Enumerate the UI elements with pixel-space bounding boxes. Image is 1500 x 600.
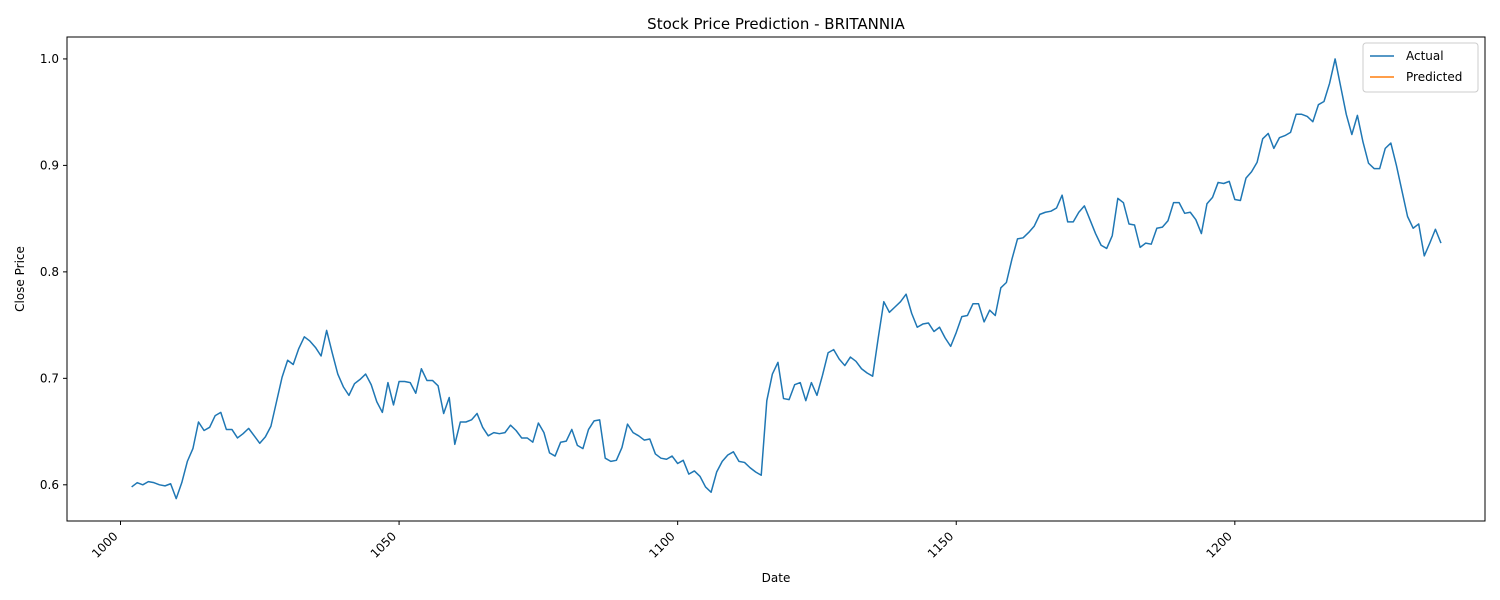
chart-title: Stock Price Prediction - BRITANNIA (647, 15, 905, 33)
legend-label-predicted: Predicted (1406, 70, 1462, 84)
plot-area-frame (66, 36, 1486, 522)
y-tick-label: 0.8 (40, 265, 59, 279)
series-layer (131, 58, 1442, 500)
series-line-actual (131, 58, 1442, 500)
y-tick-label: 0.6 (40, 478, 59, 492)
y-axis: 0.6 0.7 0.8 0.9 1.0 (40, 52, 67, 492)
x-axis-label: Date (762, 571, 791, 585)
legend: Actual Predicted (1362, 42, 1479, 93)
y-tick-label: 1.0 (40, 52, 59, 66)
y-tick-label: 0.7 (40, 371, 59, 385)
y-axis-label: Close Price (13, 246, 27, 312)
y-tick-label: 0.9 (40, 158, 59, 172)
legend-label-actual: Actual (1406, 49, 1444, 63)
